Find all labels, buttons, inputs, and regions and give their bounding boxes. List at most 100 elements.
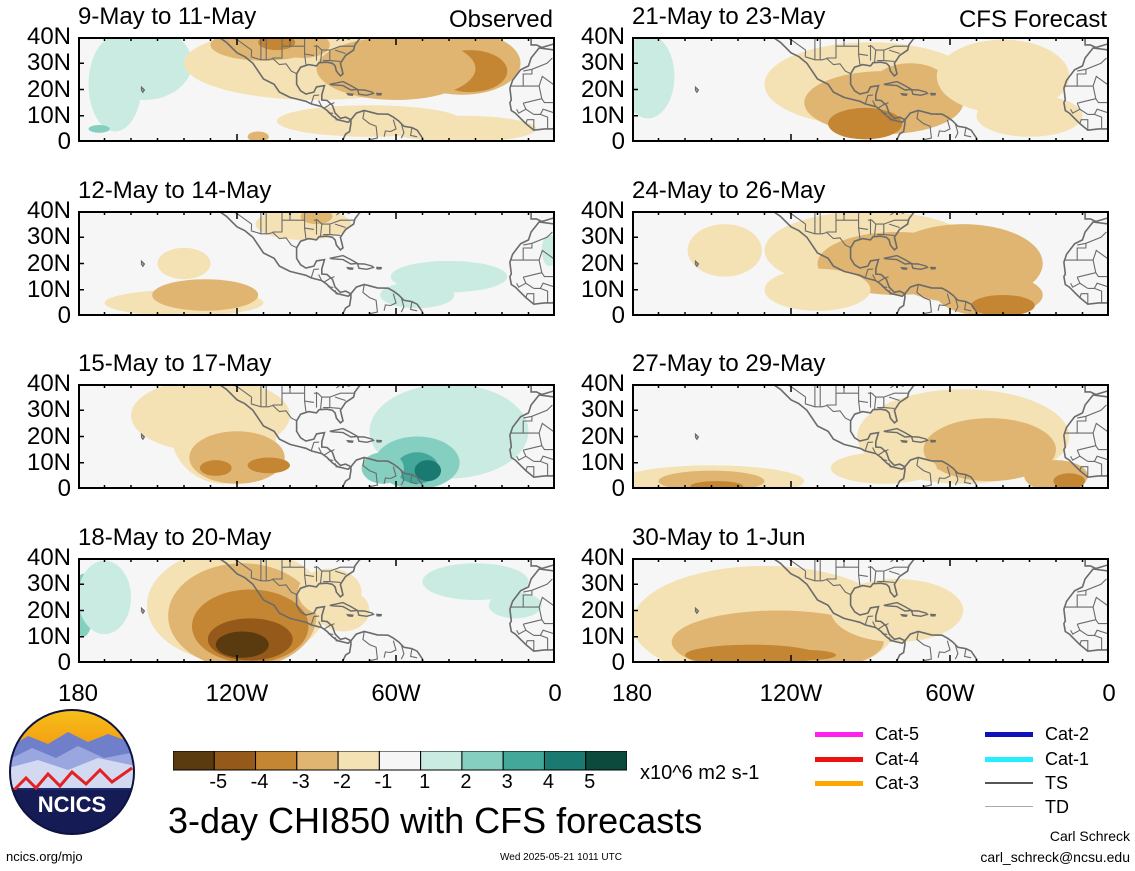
latitude-label: 0 <box>57 475 71 502</box>
border-line <box>313 219 355 225</box>
anomaly-contour <box>976 94 1083 137</box>
border-line <box>963 648 972 659</box>
border-line <box>858 211 861 239</box>
coastline <box>509 47 555 132</box>
border-line <box>313 566 355 572</box>
border-line <box>327 633 334 635</box>
latitude-label: 0 <box>57 128 71 155</box>
border-line <box>334 223 346 229</box>
storm-legend-line <box>985 756 1033 762</box>
island-coastline <box>329 254 360 265</box>
panel-title: 24-May to 26-May <box>632 177 826 204</box>
anomaly-contour <box>541 234 555 267</box>
border-line <box>826 384 837 406</box>
anomaly-map <box>632 384 1109 489</box>
border-line <box>937 640 951 658</box>
border-line <box>937 466 951 484</box>
longitude-label: 0 <box>548 680 562 707</box>
island-coastline <box>329 427 360 438</box>
anomaly-contour <box>971 295 1035 316</box>
panel-title: 21-May to 23-May <box>632 3 826 30</box>
footer-email[interactable]: carl_schreck@ncsu.edu <box>980 849 1130 865</box>
border-line <box>888 570 900 576</box>
island-coastline <box>883 427 914 438</box>
anomaly-contour <box>422 563 529 600</box>
latitude-label: 40N <box>26 370 71 397</box>
latitude-label: 10N <box>580 275 625 303</box>
main-title: 3-day CHI850 with CFS forecasts <box>168 800 703 841</box>
border-line <box>826 211 837 233</box>
latitude-label: 40N <box>26 23 71 50</box>
anomaly-contour <box>152 279 259 311</box>
colorbar-swatch <box>337 751 380 771</box>
colorbar-tick-label: 5 <box>584 771 596 793</box>
border-line <box>963 127 972 138</box>
anomaly-contour <box>88 124 110 133</box>
border-line <box>888 637 891 642</box>
coastline <box>217 37 363 124</box>
border-line <box>864 616 869 626</box>
border-line <box>804 56 827 61</box>
border-line <box>872 621 876 628</box>
border-line <box>509 69 533 87</box>
anomaly-contour <box>388 115 537 142</box>
coastline <box>530 384 555 396</box>
island-coastline <box>346 439 354 444</box>
border-line <box>319 50 323 63</box>
border-line <box>1087 460 1103 476</box>
border-line <box>858 53 868 56</box>
border-line <box>318 447 322 454</box>
border-line <box>400 297 405 313</box>
border-line <box>525 293 535 305</box>
anomaly-contour <box>488 592 542 619</box>
latitude-label: 30N <box>26 223 71 251</box>
latitude-label: 30N <box>26 396 71 424</box>
border-line <box>383 119 397 137</box>
border-line <box>383 466 397 484</box>
latitude-label: 40N <box>26 197 71 224</box>
footer-url[interactable]: ncics.org/mjo <box>6 849 83 864</box>
border-line <box>804 577 827 582</box>
island-coastline <box>883 80 914 91</box>
border-line <box>323 397 331 409</box>
border-line <box>250 577 273 582</box>
border-line <box>1063 243 1087 261</box>
border-line <box>858 574 868 577</box>
border-line <box>1093 108 1109 115</box>
border-line <box>937 119 951 137</box>
colorbar-swatch <box>585 751 627 771</box>
border-line <box>362 110 379 142</box>
border-line <box>250 230 273 235</box>
footer-timestamp: Wed 2025-05-21 1011 UTC <box>500 852 622 863</box>
border-line <box>858 37 861 65</box>
island-coastline <box>356 263 375 271</box>
anomaly-contour <box>764 268 871 311</box>
island-coastline <box>694 606 700 615</box>
border-line <box>323 224 331 236</box>
island-coastline <box>346 92 354 97</box>
coastline <box>1063 221 1109 306</box>
anomaly-contour <box>632 37 675 119</box>
coastline <box>896 109 978 142</box>
border-line <box>873 571 877 584</box>
border-line <box>383 293 397 311</box>
border-line <box>877 397 885 409</box>
anomaly-contour <box>300 211 333 225</box>
island-coastline <box>140 432 146 441</box>
colorbar-tick-label: 2 <box>460 771 472 793</box>
storm-legend-line <box>815 756 863 762</box>
border-line <box>877 571 885 583</box>
coastline <box>342 630 424 663</box>
border-line <box>310 616 315 626</box>
border-line <box>878 449 889 456</box>
latitude-label: 10N <box>26 275 71 303</box>
border-line <box>826 405 852 422</box>
border-line <box>516 629 527 635</box>
colorbar-swatch <box>173 751 215 771</box>
border-line <box>327 459 334 461</box>
anomaly-contour <box>923 418 1056 482</box>
border-line <box>881 633 888 635</box>
border-line <box>538 422 555 434</box>
island-coastline <box>346 613 354 618</box>
border-line <box>937 293 951 311</box>
